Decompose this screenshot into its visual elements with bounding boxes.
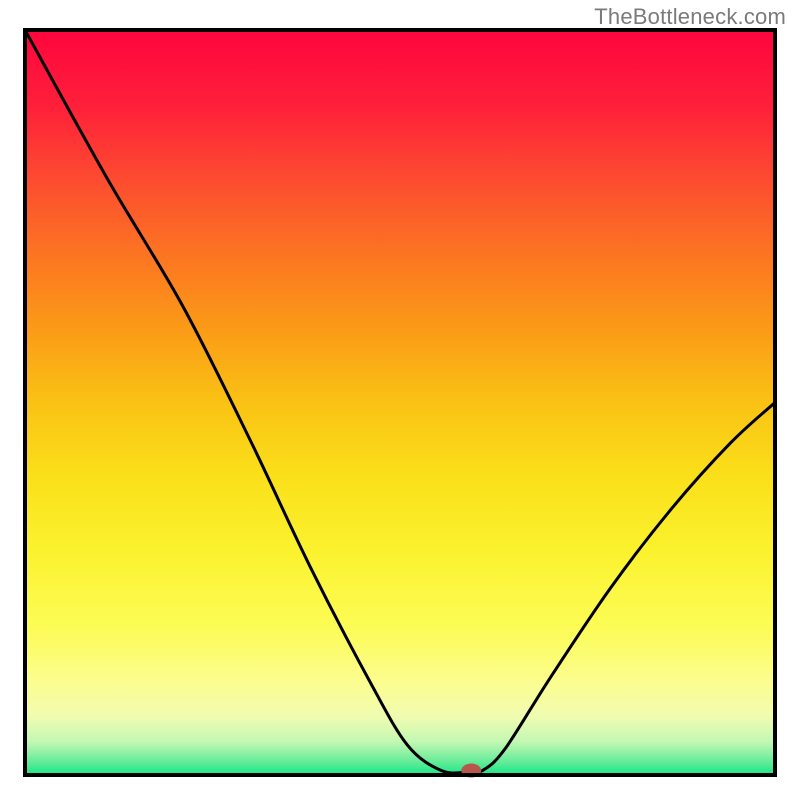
watermark-text: TheBottleneck.com: [594, 4, 786, 30]
chart-frame: TheBottleneck.com: [0, 0, 800, 800]
bottleneck-chart-svg: [0, 0, 800, 800]
plot-background: [25, 30, 775, 775]
